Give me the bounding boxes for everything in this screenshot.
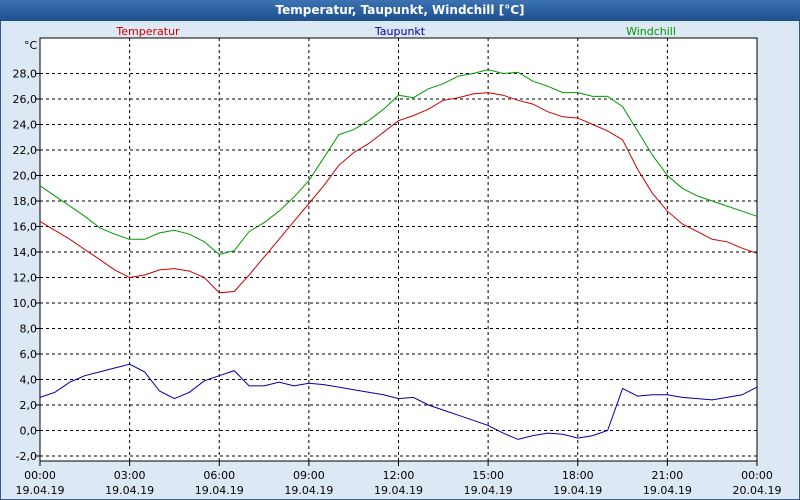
grid-lines <box>40 38 757 461</box>
y-tick-label: 10,0 <box>13 297 38 310</box>
series-temperatur <box>39 92 758 294</box>
y-axis-unit: °C <box>24 39 38 52</box>
x-tick-date: 19.04.19 <box>464 484 513 497</box>
legend: Temperatur Taupunkt Windchill <box>115 25 676 38</box>
y-tick-label: 16,0 <box>13 221 38 234</box>
x-tick-time: 00:00 <box>741 469 773 482</box>
x-tick-time: 03:00 <box>114 469 146 482</box>
x-tick-date: 19.04.19 <box>16 484 65 497</box>
y-tick-label: 18,0 <box>13 195 38 208</box>
x-tick-time: 12:00 <box>383 469 415 482</box>
x-axis: 00:00 19.04.19 03:00 19.04.19 06:00 19.04.19 0… <box>16 461 782 497</box>
y-tick-label: 24,0 <box>13 119 38 132</box>
y-tick-label: -2,0 <box>16 450 37 463</box>
x-tick-date: 19.04.19 <box>374 484 423 497</box>
y-tick-label: 28,0 <box>13 68 38 81</box>
x-tick-date: 19.04.19 <box>553 484 602 497</box>
x-tick-time: 06:00 <box>203 469 235 482</box>
legend-temperatur: Temperatur <box>115 25 180 38</box>
chart-title: Temperatur, Taupunkt, Windchill [°C] <box>0 0 800 21</box>
x-tick-time: 09:00 <box>293 469 325 482</box>
series-taupunkt <box>39 363 758 440</box>
legend-windchill: Windchill <box>626 25 676 38</box>
x-tick-time: 15:00 <box>472 469 504 482</box>
y-axis: -2,0 0,0 2,0 4,0 6,0 8,0 10,0 12,0 14,0 16,0 18,0 2… <box>13 68 40 463</box>
y-tick-label: 14,0 <box>13 246 38 259</box>
y-tick-label: 2,0 <box>20 399 38 412</box>
legend-taupunkt: Taupunkt <box>374 25 426 38</box>
x-tick-time: 18:00 <box>562 469 594 482</box>
y-tick-label: 8,0 <box>20 323 38 336</box>
y-tick-label: 22,0 <box>13 144 38 157</box>
y-tick-label: 12,0 <box>13 272 38 285</box>
y-tick-label: 20,0 <box>13 170 38 183</box>
x-tick-date: 19.04.19 <box>195 484 244 497</box>
series-lines <box>39 69 758 440</box>
y-tick-label: 6,0 <box>20 348 38 361</box>
x-tick-time: 00:00 <box>24 469 56 482</box>
y-tick-label: 0,0 <box>20 425 38 438</box>
x-tick-date: 19.04.19 <box>284 484 333 497</box>
y-tick-label: 26,0 <box>13 93 38 106</box>
x-tick-date: 19.04.19 <box>643 484 692 497</box>
series-windchill <box>39 69 758 256</box>
y-tick-label: 4,0 <box>20 374 38 387</box>
x-tick-date: 20.04.19 <box>733 484 782 497</box>
x-tick-date: 19.04.19 <box>105 484 154 497</box>
x-tick-time: 21:00 <box>652 469 684 482</box>
